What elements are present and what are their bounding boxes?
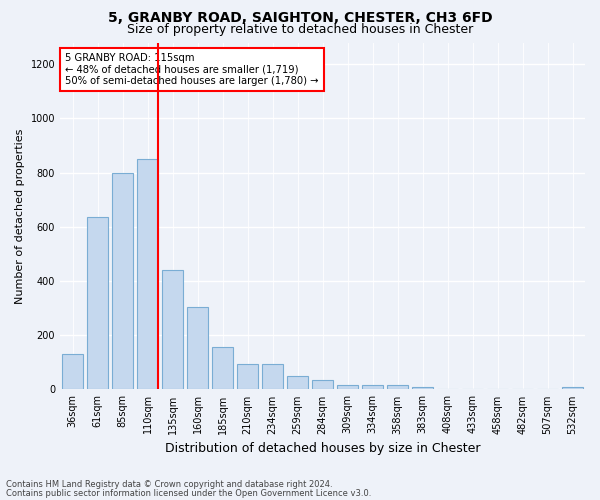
- Bar: [312, 380, 333, 390]
- Text: Contains public sector information licensed under the Open Government Licence v3: Contains public sector information licen…: [6, 488, 371, 498]
- Bar: [87, 218, 108, 390]
- Text: Contains HM Land Registry data © Crown copyright and database right 2024.: Contains HM Land Registry data © Crown c…: [6, 480, 332, 489]
- X-axis label: Distribution of detached houses by size in Chester: Distribution of detached houses by size …: [165, 442, 480, 455]
- Text: Size of property relative to detached houses in Chester: Size of property relative to detached ho…: [127, 23, 473, 36]
- Bar: [412, 386, 433, 390]
- Bar: [387, 384, 408, 390]
- Text: 5 GRANBY ROAD: 115sqm
← 48% of detached houses are smaller (1,719)
50% of semi-d: 5 GRANBY ROAD: 115sqm ← 48% of detached …: [65, 53, 319, 86]
- Bar: [187, 307, 208, 390]
- Bar: [337, 386, 358, 390]
- Bar: [212, 346, 233, 390]
- Text: 5, GRANBY ROAD, SAIGHTON, CHESTER, CH3 6FD: 5, GRANBY ROAD, SAIGHTON, CHESTER, CH3 6…: [107, 11, 493, 25]
- Y-axis label: Number of detached properties: Number of detached properties: [15, 128, 25, 304]
- Bar: [287, 376, 308, 390]
- Bar: [362, 384, 383, 390]
- Bar: [237, 364, 258, 390]
- Bar: [112, 172, 133, 390]
- Bar: [137, 159, 158, 390]
- Bar: [562, 386, 583, 390]
- Bar: [62, 354, 83, 390]
- Bar: [262, 364, 283, 390]
- Bar: [162, 270, 183, 390]
